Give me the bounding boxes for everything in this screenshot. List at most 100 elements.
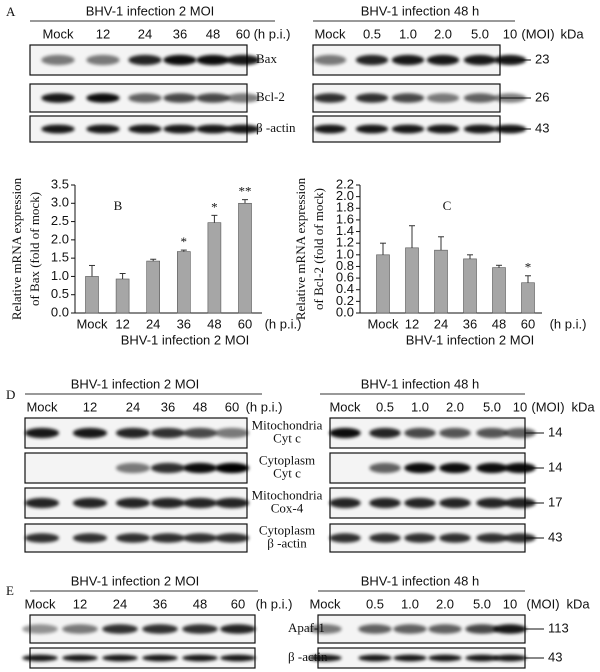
row-label: Cox-4 [271,500,304,515]
blot-band [115,427,151,439]
blot-band [493,624,527,634]
blot-band [439,497,471,509]
blot-band [72,427,108,439]
blot-title: BHV-1 infection 2 MOI [71,573,200,588]
y-tick-label: 2.0 [51,231,69,246]
blot-band [313,124,347,134]
blot-band [86,124,120,134]
lane-label: 0.5 [363,26,381,41]
blot-band [128,93,162,103]
kda-label: 43 [548,649,562,664]
blot-band [41,124,75,134]
panel-letter: C [443,198,452,213]
lane-label: Mock [42,26,74,41]
bar [405,247,419,314]
y-axis-label: Relative mRNA expression [293,177,308,320]
blot-band [182,497,218,509]
row-label: Bax [256,51,277,66]
x-tick-label: 60 [521,316,535,331]
blot-band [393,624,427,634]
x-tick-label: 36 [177,316,191,331]
y-tick-label: 3.0 [51,195,69,210]
lane-label: 12 [73,596,87,611]
blot-band [150,427,186,439]
blot-band [308,624,342,634]
blot-band [504,533,536,543]
blot-band [358,654,392,662]
blot-band [358,624,392,634]
bar [85,276,99,314]
row-label: Apaf-1 [288,620,325,635]
lane-label: 24 [113,596,127,611]
blot-band [493,654,527,662]
lane-label: 24 [126,399,140,414]
blot-band [182,462,218,474]
row-label: Cyt c [273,465,301,480]
blot-band [128,54,162,66]
blot-band [196,54,230,66]
blot-band [128,124,162,134]
blot-band [150,462,186,474]
kda-label: 43 [535,120,549,135]
bar [177,251,191,314]
blot-band [329,533,361,543]
kda-label: 43 [548,529,562,544]
lane-label: Mock [314,26,346,41]
blot-band [220,654,256,662]
lane-label: 1.0 [399,26,417,41]
blot-band [182,427,218,439]
blot-band [163,93,197,103]
significance: * [525,260,532,275]
blot-band [329,497,361,509]
row-label: β -actin [256,120,296,135]
y-tick-label: 1.5 [51,250,69,265]
blot-band [404,533,436,543]
y-tick-label: 2.2 [336,176,354,191]
lane-label: 0.5 [376,399,394,414]
lane-unit: (MOI) [521,26,554,41]
x-axis-label: BHV-1 infection 2 MOI [121,332,250,347]
kda-label: 113 [548,620,569,635]
lane-label: 36 [173,26,187,41]
kda-header: kDa [571,399,595,414]
row-label: β -actin [267,535,307,550]
x-tick-label: 60 [238,316,252,331]
blot-band [72,533,108,543]
blot-band [329,427,361,439]
x-tick-label: 24 [434,316,448,331]
y-tick-label: 1.8 [336,200,354,215]
blot-band [463,93,497,103]
blot-band [220,624,256,634]
panel-letter: E [6,583,14,598]
blot-band [72,497,108,509]
blot-band [476,497,508,509]
bar [434,249,448,314]
y-tick-label: 0.8 [336,258,354,273]
y-tick-label: 3.5 [51,176,69,191]
blot-band [426,93,460,103]
y-axis-label: Relative mRNA expression [9,177,24,320]
kda-header: kDa [560,26,584,41]
blot-band [439,427,471,439]
blot-title: BHV-1 infection 48 h [361,3,480,18]
x-tick-label: Mock [76,316,108,331]
blot-band [24,533,60,543]
y-axis-label: of Bcl-2 (fold of mock) [311,188,326,310]
lane-label: 60 [236,26,250,41]
row-label: Cyt c [273,430,301,445]
lane-label: 48 [193,596,207,611]
lane-label: 12 [96,26,110,41]
x-tick-label: Mock [367,316,399,331]
row-label: Cytoplasm [259,452,315,467]
bar [146,260,160,314]
lane-label: 60 [231,596,245,611]
lane-label: Mock [329,399,361,414]
blot-band [86,93,120,103]
lane-label: 48 [193,399,207,414]
panel-letter: B [114,198,123,213]
y-tick-label: 1.2 [336,235,354,250]
blot-band [102,624,138,634]
blot-band [465,654,499,662]
blot-band [313,93,347,103]
blot-band [142,624,178,634]
